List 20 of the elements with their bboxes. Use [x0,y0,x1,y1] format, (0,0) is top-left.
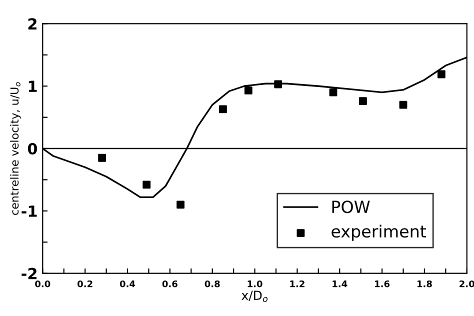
x-tick-label: 1.0 [248,280,262,288]
x-tick-label: 2.0 [460,280,474,288]
x-axis-title: x/D$_{o}$ [242,290,268,302]
x-tick-label: 1.6 [375,280,390,288]
x-tick-label: 1.8 [417,280,432,288]
y-tick-label: -2 [22,268,36,280]
x-tick-label: 0.6 [162,280,178,288]
y-tick-label: 1 [28,80,37,92]
y-axis-title: centreline velocity, u/U$_{o}$ [10,82,21,215]
x-tick-label: 1.2 [290,280,304,288]
x-tick-label: 1.4 [332,280,348,288]
legend-label: experiment [332,224,426,241]
y-tick-label: 2 [28,18,36,30]
x-tick-label: 0.2 [78,280,92,288]
legend-label: POW [332,200,370,214]
y-tick-label: -1 [22,206,37,217]
x-tick-label: 0.4 [120,280,136,288]
x-tick-label: 0.8 [204,280,220,288]
x-tick-label: 0.0 [35,280,50,288]
y-tick-label: 0 [28,142,38,155]
